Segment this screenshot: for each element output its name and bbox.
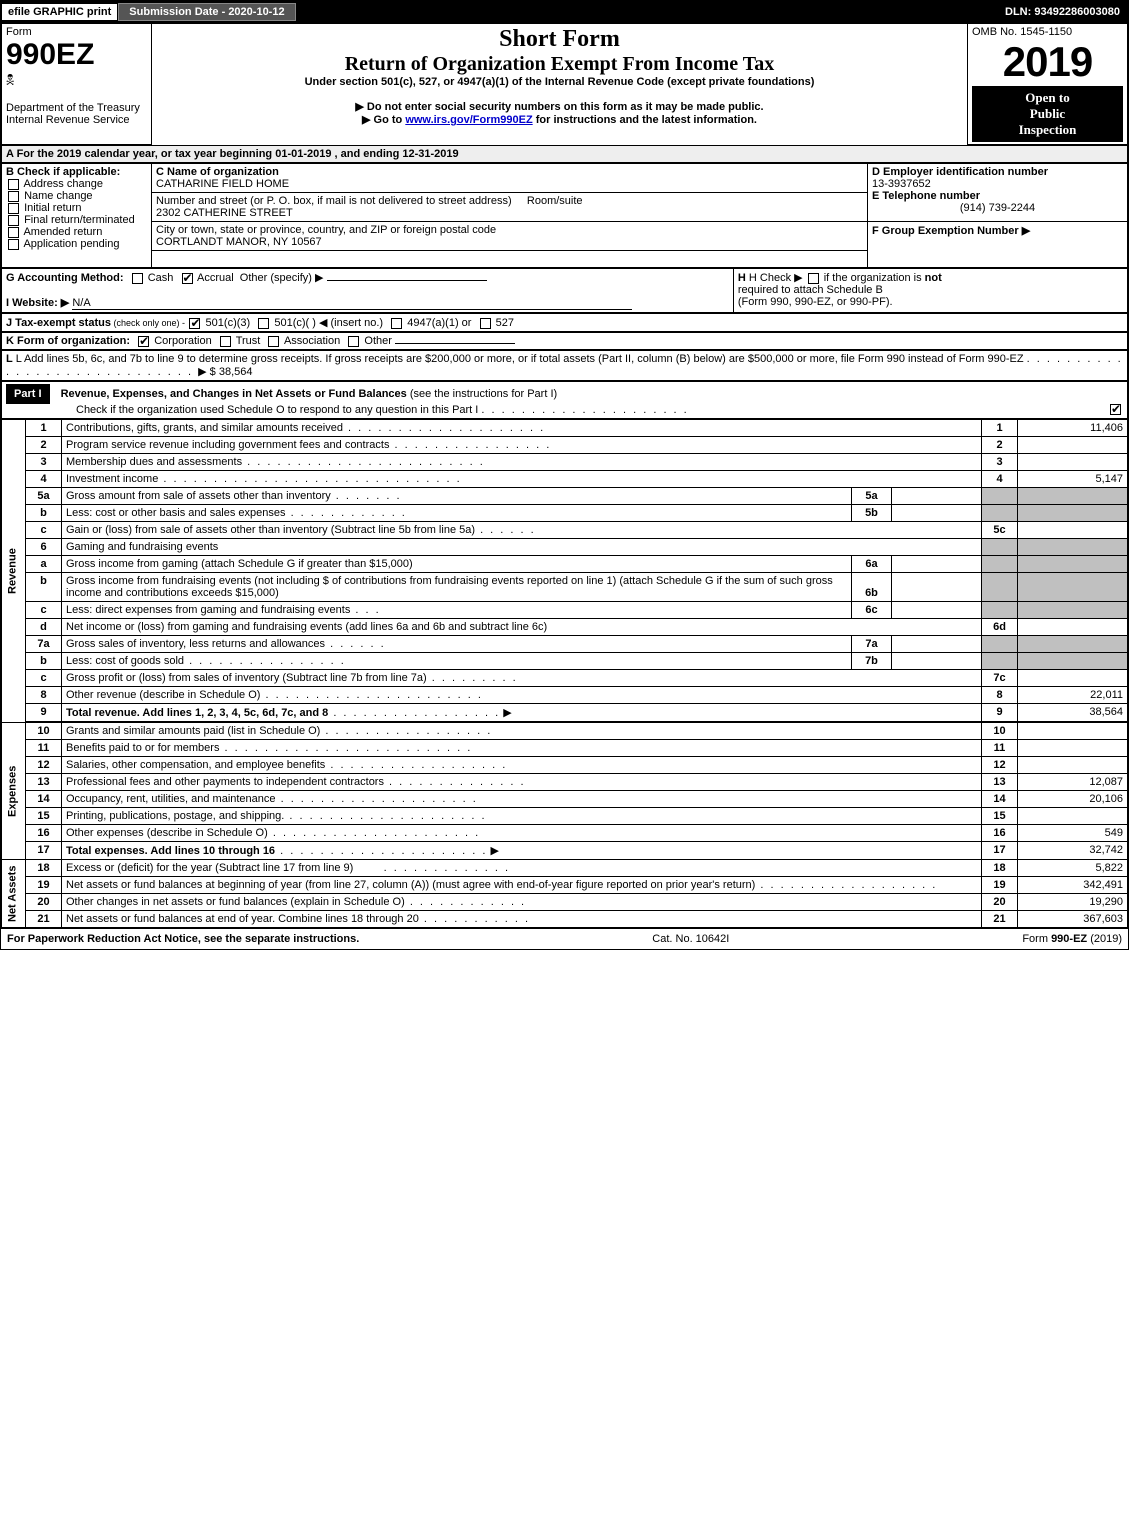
no-ssn-warning: ▶ Do not enter social security numbers o… <box>156 100 963 113</box>
box-b-label: B Check if applicable: <box>6 166 147 178</box>
form-revision: Form 990-EZ (2019) <box>1022 933 1122 945</box>
check-schedule-b-not-required[interactable] <box>808 273 819 284</box>
open-to-public-badge: Open to Public Inspection <box>972 86 1123 142</box>
lines-table: Revenue 1Contributions, gifts, grants, a… <box>1 419 1128 928</box>
header-table: Form 990EZ 🕱 Department of the Treasury … <box>1 23 1128 145</box>
line-13-amount: 12,087 <box>1018 774 1128 791</box>
irs-label: Internal Revenue Service <box>6 114 147 126</box>
dept-treasury: Department of the Treasury <box>6 102 147 114</box>
ein-value: 13-3937652 <box>872 178 931 190</box>
irs-link[interactable]: www.irs.gov/Form990EZ <box>405 114 532 126</box>
check-address-change[interactable] <box>8 179 19 190</box>
check-cash[interactable] <box>132 273 143 284</box>
check-name-change[interactable] <box>8 191 19 202</box>
other-org-input[interactable] <box>395 343 515 344</box>
check-other-org[interactable] <box>348 336 359 347</box>
check-final-return[interactable] <box>8 215 19 226</box>
line-1-amount: 11,406 <box>1018 420 1128 437</box>
net-assets-section-label: Net Assets <box>2 860 26 928</box>
efile-graphic-print-button[interactable]: efile GRAPHIC print <box>1 3 118 21</box>
under-section-text: Under section 501(c), 527, or 4947(a)(1)… <box>156 76 963 88</box>
box-j-row: J Tax-exempt status (check only one) - 5… <box>2 314 1128 332</box>
form-word: Form <box>6 26 147 38</box>
line-8-amount: 22,011 <box>1018 687 1128 704</box>
goto-post: for instructions and the latest informat… <box>536 114 757 126</box>
form-number: 990EZ <box>6 38 147 72</box>
submission-date-badge: Submission Date - 2020-10-12 <box>118 3 295 21</box>
top-bar: efile GRAPHIC print Submission Date - 20… <box>1 1 1128 23</box>
website-value: N/A <box>72 297 632 310</box>
box-i-label: I Website: ▶ <box>6 297 69 309</box>
check-501c[interactable] <box>258 318 269 329</box>
main-title: Return of Organization Exempt From Incom… <box>156 53 963 76</box>
line-19-amount: 342,491 <box>1018 877 1128 894</box>
omb-number: OMB No. 1545-1150 <box>972 26 1123 38</box>
box-k-row: K Form of organization: Corporation Trus… <box>2 333 1128 350</box>
gross-receipts-value: 38,564 <box>219 366 253 378</box>
street-value: 2302 CATHERINE STREET <box>156 207 293 219</box>
org-name: CATHARINE FIELD HOME <box>156 178 289 190</box>
goto-pre: ▶ Go to <box>362 114 405 126</box>
city-label: City or town, state or province, country… <box>156 224 496 236</box>
line-18-amount: 5,822 <box>1018 860 1128 877</box>
street-label: Number and street (or P. O. box, if mail… <box>156 195 512 207</box>
check-corporation[interactable] <box>138 336 149 347</box>
tax-year: 2019 <box>972 38 1123 86</box>
line-14-amount: 20,106 <box>1018 791 1128 808</box>
check-4947a1[interactable] <box>391 318 402 329</box>
part-i-header-row: Part I Revenue, Expenses, and Changes in… <box>2 382 1128 419</box>
check-501c3[interactable] <box>189 318 200 329</box>
phone-value: (914) 739-2244 <box>872 202 1123 214</box>
check-application-pending[interactable] <box>8 239 19 250</box>
line-9-total-revenue: 38,564 <box>1018 704 1128 722</box>
line-17-total-expenses: 32,742 <box>1018 842 1128 860</box>
goto-line: ▶ Go to www.irs.gov/Form990EZ for instru… <box>156 113 963 126</box>
page-footer: For Paperwork Reduction Act Notice, see … <box>1 928 1128 949</box>
box-c-label: C Name of organization <box>156 166 279 178</box>
box-l-row: L L Add lines 5b, 6c, and 7b to line 9 t… <box>2 351 1128 381</box>
part-i-badge: Part I <box>6 384 50 404</box>
revenue-section-label: Revenue <box>2 420 26 723</box>
check-527[interactable] <box>480 318 491 329</box>
paperwork-notice: For Paperwork Reduction Act Notice, see … <box>7 933 359 945</box>
box-f-label: F Group Exemption Number ▶ <box>872 225 1030 237</box>
tax-period-row: A For the 2019 calendar year, or tax yea… <box>2 146 1128 163</box>
other-specify: Other (specify) ▶ <box>240 272 324 284</box>
form-990ez-page: efile GRAPHIC print Submission Date - 20… <box>0 0 1129 950</box>
box-g-label: G Accounting Method: <box>6 272 124 284</box>
schedule-o-check-text: Check if the organization used Schedule … <box>6 404 478 416</box>
cat-no: Cat. No. 10642I <box>652 933 729 945</box>
box-d-label: D Employer identification number <box>872 166 1048 178</box>
line-21-amount: 367,603 <box>1018 911 1128 928</box>
identity-block: B Check if applicable: Address change Na… <box>1 163 1128 268</box>
expenses-section-label: Expenses <box>2 723 26 860</box>
box-e-label: E Telephone number <box>872 190 980 202</box>
other-method-input[interactable] <box>327 280 487 281</box>
check-trust[interactable] <box>220 336 231 347</box>
check-association[interactable] <box>268 336 279 347</box>
line-16-amount: 549 <box>1018 825 1128 842</box>
check-accrual[interactable] <box>182 273 193 284</box>
room-suite-label: Room/suite <box>527 195 583 207</box>
short-form-title: Short Form <box>156 26 963 53</box>
line-20-amount: 19,290 <box>1018 894 1128 911</box>
check-schedule-o[interactable] <box>1110 404 1121 415</box>
city-value: CORTLANDT MANOR, NY 10567 <box>156 236 322 248</box>
check-amended-return[interactable] <box>8 227 19 238</box>
dln-label: DLN: 93492286003080 <box>997 4 1128 20</box>
check-initial-return[interactable] <box>8 203 19 214</box>
line-4-amount: 5,147 <box>1018 471 1128 488</box>
